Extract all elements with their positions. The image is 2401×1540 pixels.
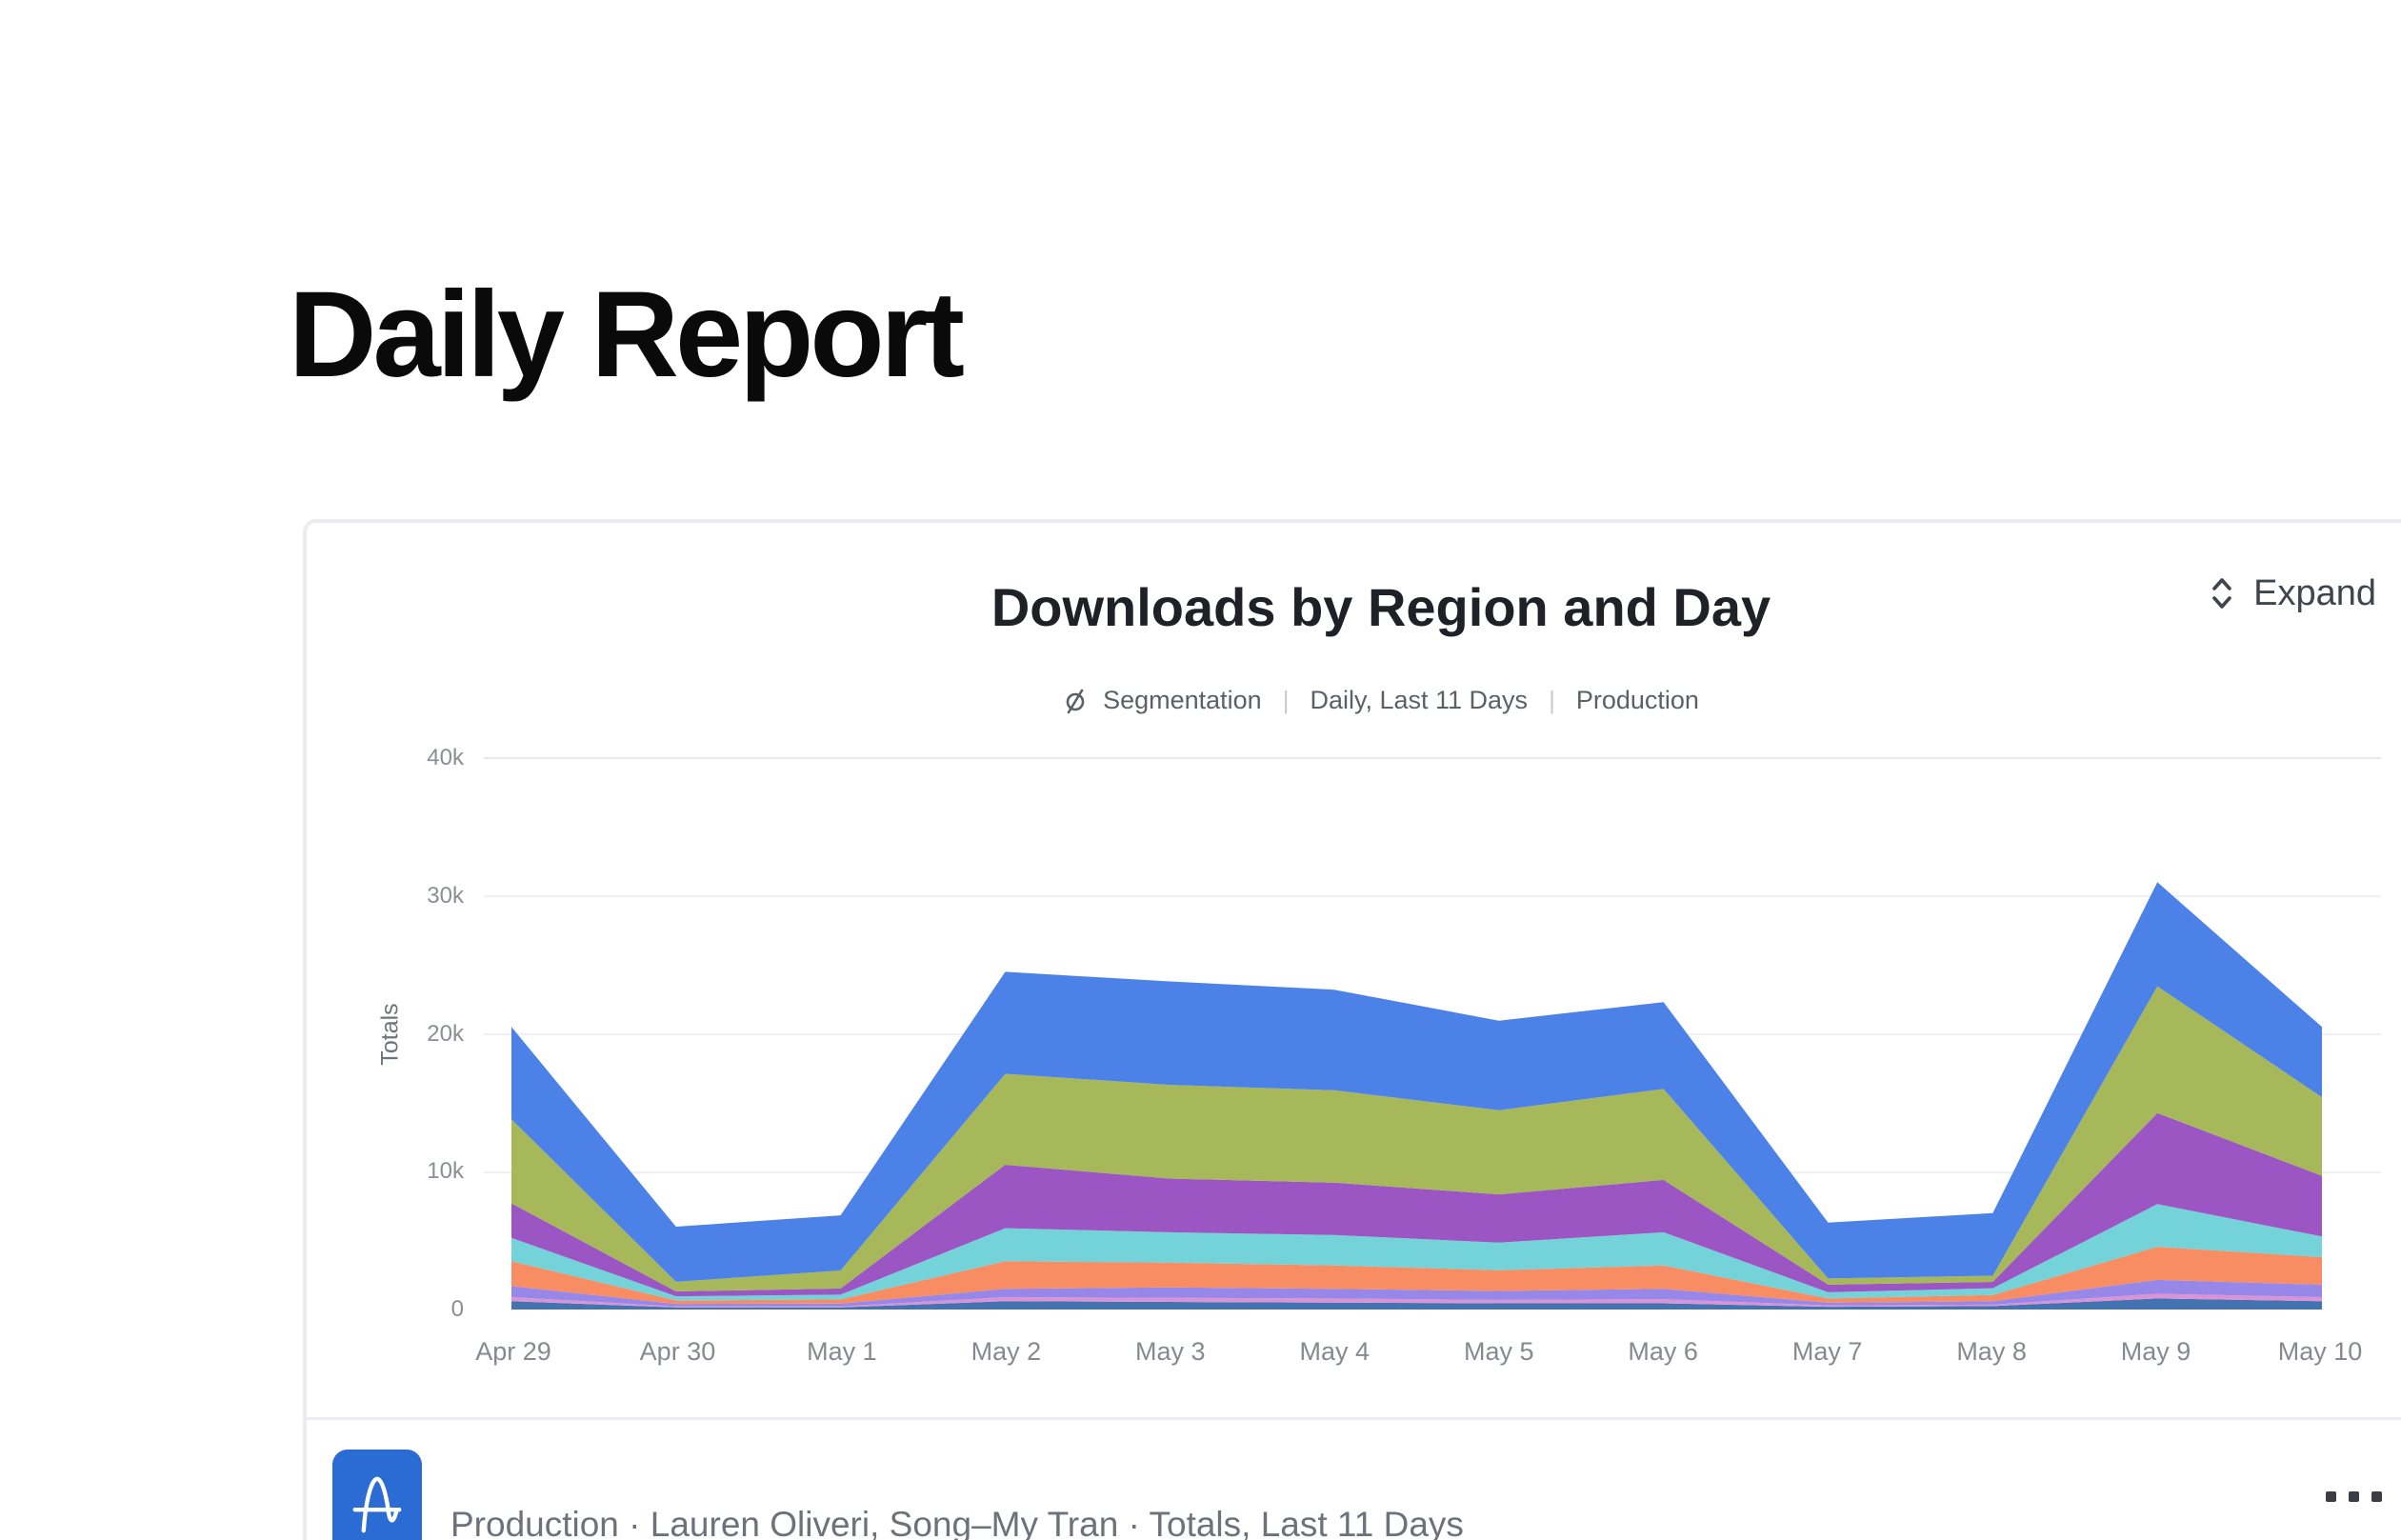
x-tick-apr-29: Apr 29 (475, 1337, 551, 1366)
expand-button[interactable]: Expand (2206, 571, 2376, 615)
chart-source-summary: Production · Lauren Oliveri, Song–My Tra… (450, 1505, 1464, 1540)
page-title: Daily Report (289, 267, 965, 403)
x-tick-may-3: May 3 (1135, 1337, 1206, 1366)
area-series-pink (511, 1293, 2322, 1308)
area-series-olive (511, 986, 2322, 1291)
x-tick-may-4: May 4 (1299, 1337, 1371, 1366)
ellipsis-dot (2371, 1491, 2382, 1502)
x-tick-may-8: May 8 (1956, 1337, 2027, 1366)
chart-subtitle: Segmentation | Daily, Last 11 Days | Pro… (381, 686, 2381, 715)
expand-vertical-chevrons-icon (2206, 571, 2238, 615)
x-tick-apr-30: Apr 30 (639, 1337, 716, 1366)
y-tick-20k: 20k (427, 1020, 464, 1047)
chart-title: Downloads by Region and Day (990, 577, 1771, 637)
stacked-area-svg[interactable] (511, 758, 2322, 1310)
environment-label: Production (1575, 686, 1699, 714)
subtitle-separator: | (1549, 686, 1555, 714)
area-series-violet (511, 1279, 2322, 1307)
interval-label: Daily, Last 11 Days (1310, 686, 1529, 714)
y-tick-10k: 10k (427, 1158, 464, 1185)
y-tick-0: 0 (450, 1296, 464, 1322)
subtitle-separator: | (1282, 686, 1290, 714)
y-tick-40k: 40k (427, 745, 464, 770)
x-tick-may-5: May 5 (1463, 1337, 1534, 1366)
x-tick-may-7: May 7 (1791, 1337, 1863, 1366)
amplitude-logo-icon (332, 1450, 422, 1540)
chart-type-label: Segmentation (1103, 686, 1262, 714)
area-series-teal (511, 1204, 2322, 1301)
x-tick-may-9: May 9 (2120, 1337, 2191, 1366)
y-tick-30k: 30k (427, 882, 464, 909)
area-series-blue (511, 882, 2322, 1282)
more-options-button[interactable] (2320, 1486, 2388, 1508)
x-tick-may-1: May 1 (807, 1337, 877, 1366)
gridline-30k (484, 895, 2381, 897)
segmentation-icon (1063, 687, 1088, 715)
area-series-orange (511, 1247, 2322, 1305)
footer-divider (303, 1417, 2401, 1420)
x-tick-may-6: May 6 (1628, 1337, 1698, 1366)
x-tick-may-10: May 10 (2277, 1337, 2363, 1366)
ellipsis-dot (2326, 1491, 2336, 1502)
area-series-steel-blue (511, 1298, 2322, 1310)
area-series-purple (511, 1112, 2322, 1297)
x-tick-may-2: May 2 (970, 1337, 1042, 1366)
expand-label: Expand (2253, 572, 2376, 613)
gridline-40k (484, 757, 2381, 759)
ellipsis-dot (2349, 1491, 2359, 1502)
